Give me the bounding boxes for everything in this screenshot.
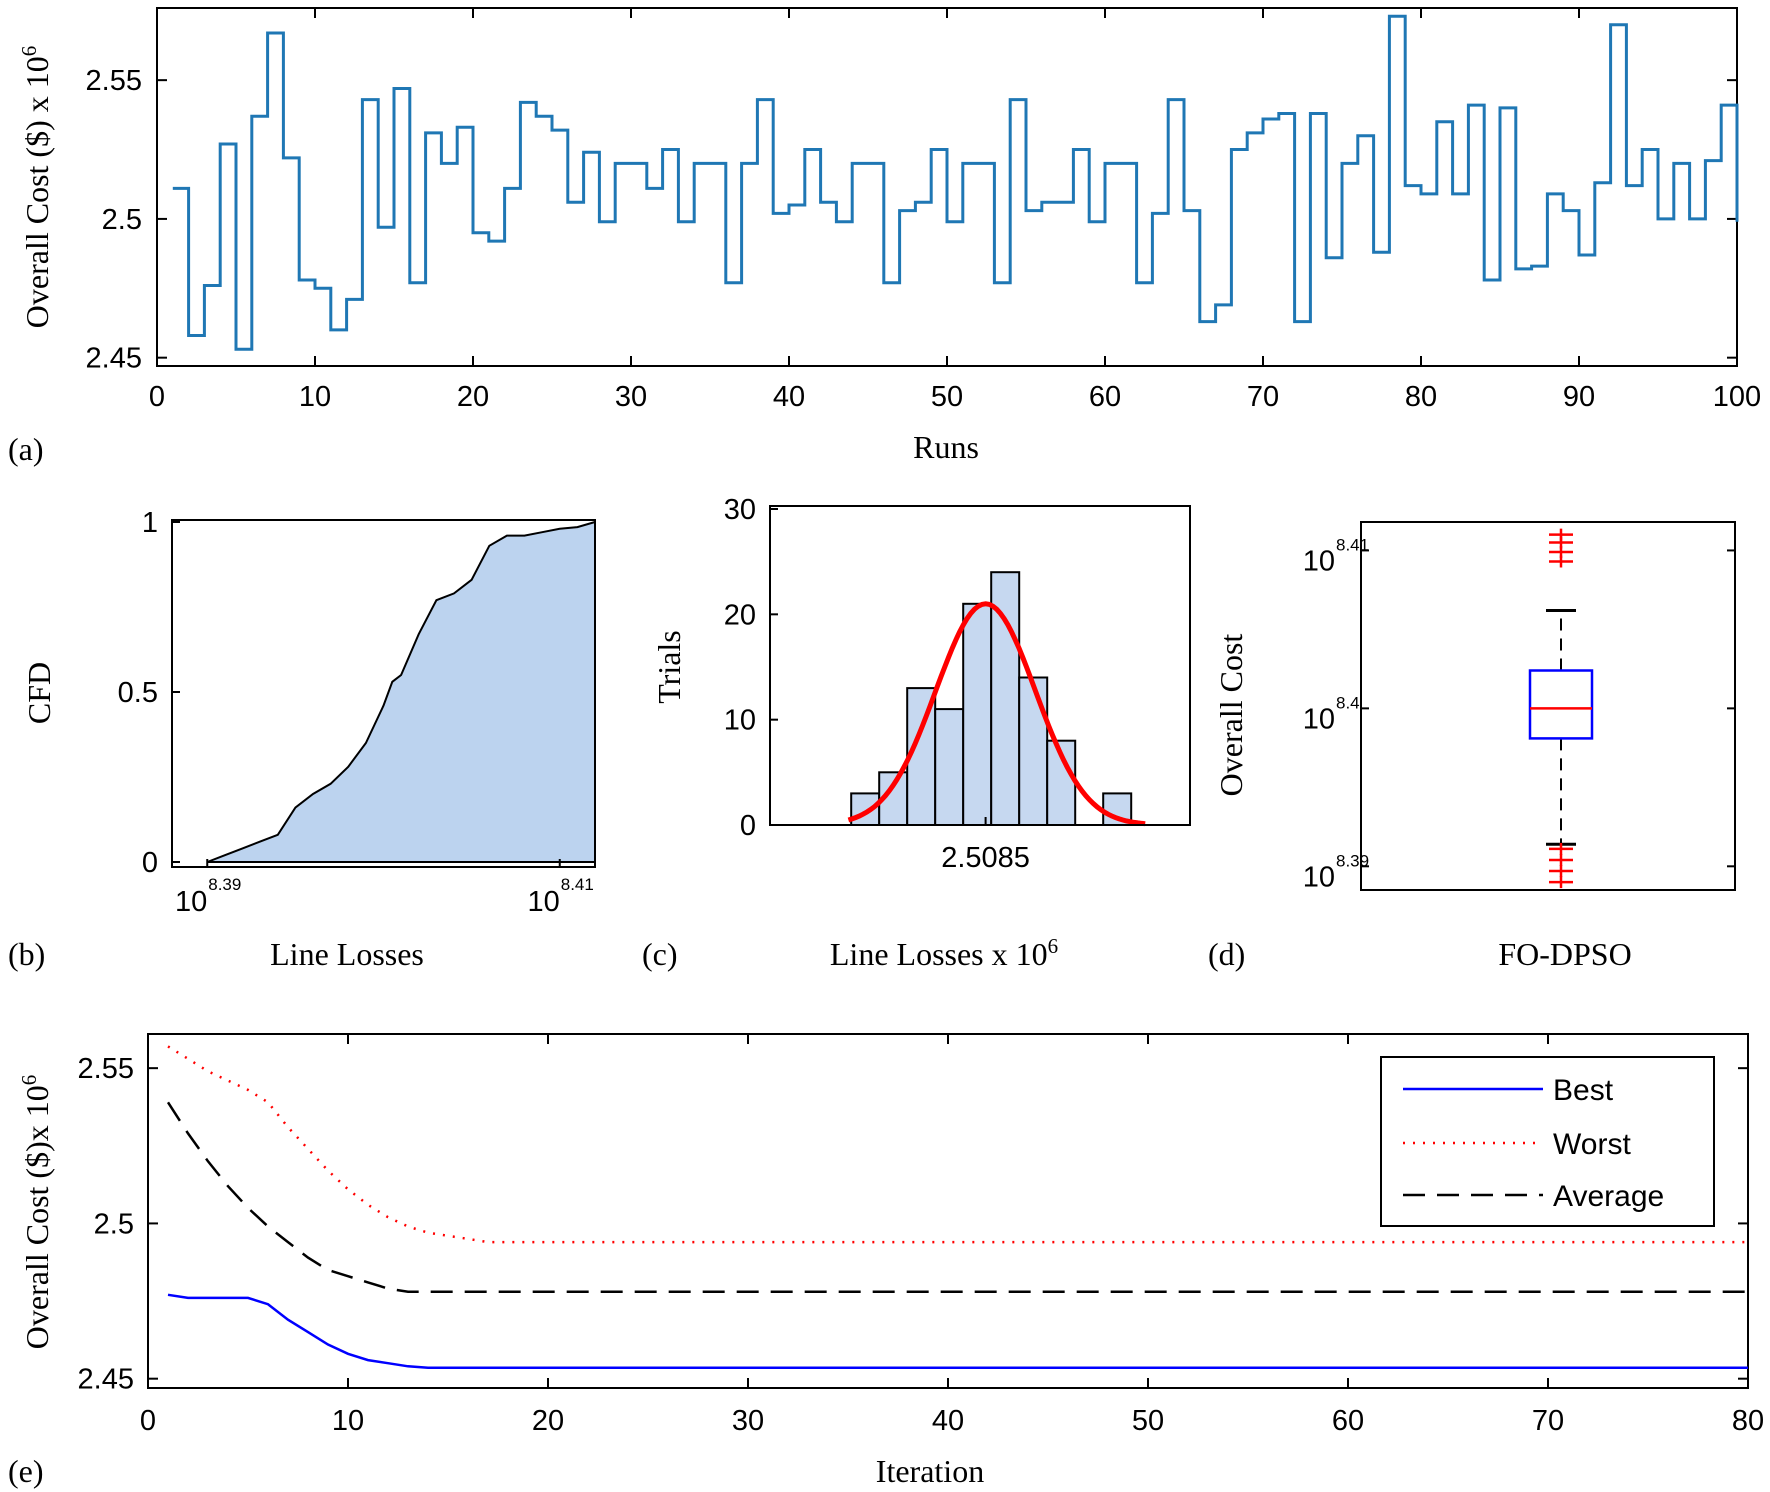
panel-e-x-tick-label: 80	[1732, 1405, 1764, 1437]
panel-e-x-tick-label: 70	[1532, 1405, 1564, 1437]
panel-c-x-tick-label: 2.5085	[941, 842, 1030, 874]
panel-c-x-ticks: 2.5085	[941, 817, 1030, 874]
panel-b-axes-frame	[171, 519, 596, 868]
panel-a-chart: 0 10 20 30 40 50 60 70 80 90 100 2.452.52.55 Runs …	[8, 7, 1761, 467]
panel-a-x-tick-label: 80	[1405, 381, 1437, 413]
panel-a-x-tick-label: 0	[149, 381, 165, 413]
panel-c-hist-bar	[934, 708, 965, 826]
panel-c-axes-frame	[769, 505, 1191, 826]
panel-c-y-tick-label: 20	[724, 599, 756, 631]
panel-b-x-tick-exponent: 8.41	[561, 875, 594, 894]
panel-e-y-tick-label: 2.5	[94, 1208, 134, 1240]
interquartile-box	[1528, 669, 1594, 740]
panel-a-x-tick-label: 60	[1089, 381, 1121, 413]
panel-d-label: (d)	[1208, 936, 1245, 972]
panel-d-x-label: FO-DPSO	[1498, 936, 1631, 972]
panel-d-y-tick-exponent: 8.4	[1336, 693, 1360, 712]
panel-e-x-tick-label: 40	[932, 1405, 964, 1437]
panel-c-hist-bar	[962, 602, 993, 826]
panel-b-y-label: CFD	[21, 662, 57, 724]
panel-b-label: (b)	[8, 936, 45, 972]
panel-e-legend: Best Worst Average	[1380, 1056, 1715, 1227]
panel-c-hist-bar	[1018, 676, 1049, 826]
panel-a-label: (a)	[8, 431, 44, 467]
series-best-line	[167, 1293, 1748, 1370]
panel-a-x-tick-label: 30	[615, 381, 647, 413]
panel-a-x-tick-label: 20	[457, 381, 489, 413]
panel-a-y-tick-label: 2.55	[86, 65, 142, 97]
panel-b-y-ticks: 00.51	[118, 507, 180, 879]
panel-a-x-tick-label: 100	[1713, 381, 1761, 413]
panel-b-y-tick-label: 0	[142, 847, 158, 879]
panel-a-runs-step-line	[172, 14, 1739, 351]
panel-a-y-label: Overall Cost ($) x 106	[17, 46, 55, 328]
panel-c-x-label: Line Losses x 106	[830, 934, 1058, 972]
panel-b-x-tick-exponent: 8.39	[208, 875, 241, 894]
panel-c-normal-fit-curve	[847, 601, 1146, 827]
panel-a-x-tick-label: 40	[773, 381, 805, 413]
panel-c-label: (c)	[642, 936, 678, 972]
panel-a-x-tick-label: 50	[931, 381, 963, 413]
legend-best-label: Best	[1553, 1074, 1614, 1107]
panel-b-x-tick-base: 10	[527, 886, 559, 918]
panel-d-y-tick-exponent: 8.39	[1336, 851, 1369, 870]
panel-b-y-tick-label: 0.5	[118, 677, 158, 709]
panel-e-series-lines	[166, 1045, 1748, 1370]
panel-d-axes-frame	[1360, 521, 1736, 891]
panel-e-chart: 0 10 20 30 40 50 60 70 80 2.45 2.5 2.55 Best Worst…	[8, 1033, 1764, 1489]
panel-a-x-tick-label: 70	[1247, 381, 1279, 413]
panel-e-x-tick-label: 10	[332, 1405, 364, 1437]
panel-e-label: (e)	[8, 1453, 44, 1489]
legend-worst-label: Worst	[1553, 1128, 1631, 1161]
panel-a-x-tick-label: 10	[299, 381, 331, 413]
panel-e-x-tick-label: 20	[532, 1405, 564, 1437]
panel-b-cfd-area	[206, 520, 596, 863]
panel-e-x-tick-label: 60	[1332, 1405, 1364, 1437]
panel-b-y-tick-label: 1	[142, 507, 158, 539]
panel-d-y-tick-base: 10	[1303, 861, 1335, 893]
panel-b-x-label: Line Losses	[270, 936, 424, 972]
panel-b-x-tick-base: 10	[175, 886, 207, 918]
panel-e-y-tick-label: 2.55	[78, 1053, 134, 1085]
panel-c-y-tick-label: 10	[724, 705, 756, 737]
panel-e-x-tick-label: 0	[140, 1405, 156, 1437]
panel-c-y-tick-label: 0	[740, 810, 756, 842]
panel-a-y-tick-label: 2.5	[102, 204, 142, 236]
panel-d-boxplot	[1528, 528, 1594, 889]
legend-box	[1380, 1056, 1715, 1227]
panel-a-x-ticks: 0 10 20 30 40 50 60 70 80 90 100	[149, 8, 1761, 413]
panel-e-x-tick-label: 30	[732, 1405, 764, 1437]
panel-d-y-label: Overall Cost	[1213, 634, 1249, 797]
panel-d-y-tick-exponent: 8.41	[1336, 535, 1369, 554]
panel-d-y-tick-base: 10	[1303, 545, 1335, 577]
panel-a-y-tick-label: 2.45	[86, 343, 142, 375]
panel-a-x-label: Runs	[913, 429, 979, 465]
panel-e-x-ticks: 0 10 20 30 40 50 60 70 80	[140, 1034, 1764, 1437]
panel-e-y-label: Overall Cost ($)x 106	[17, 1075, 55, 1349]
panel-c-y-label: Trials	[651, 630, 687, 704]
panel-e-x-tick-label: 50	[1132, 1405, 1164, 1437]
legend-average-label: Average	[1553, 1180, 1664, 1213]
series-average-line	[166, 1101, 1748, 1293]
panel-a-y-ticks: 2.45 2.5 2.55	[86, 65, 1737, 375]
panel-c-y-ticks: 0 10 20 30	[724, 494, 778, 842]
panel-e-y-ticks: 2.45 2.5 2.55	[78, 1053, 1748, 1396]
panel-a-x-tick-label: 90	[1563, 381, 1595, 413]
panel-c-y-tick-label: 30	[724, 494, 756, 526]
panel-d-y-tick-base: 10	[1303, 703, 1335, 735]
panel-e-x-label: Iteration	[876, 1453, 984, 1489]
panel-e-y-tick-label: 2.45	[78, 1364, 134, 1396]
